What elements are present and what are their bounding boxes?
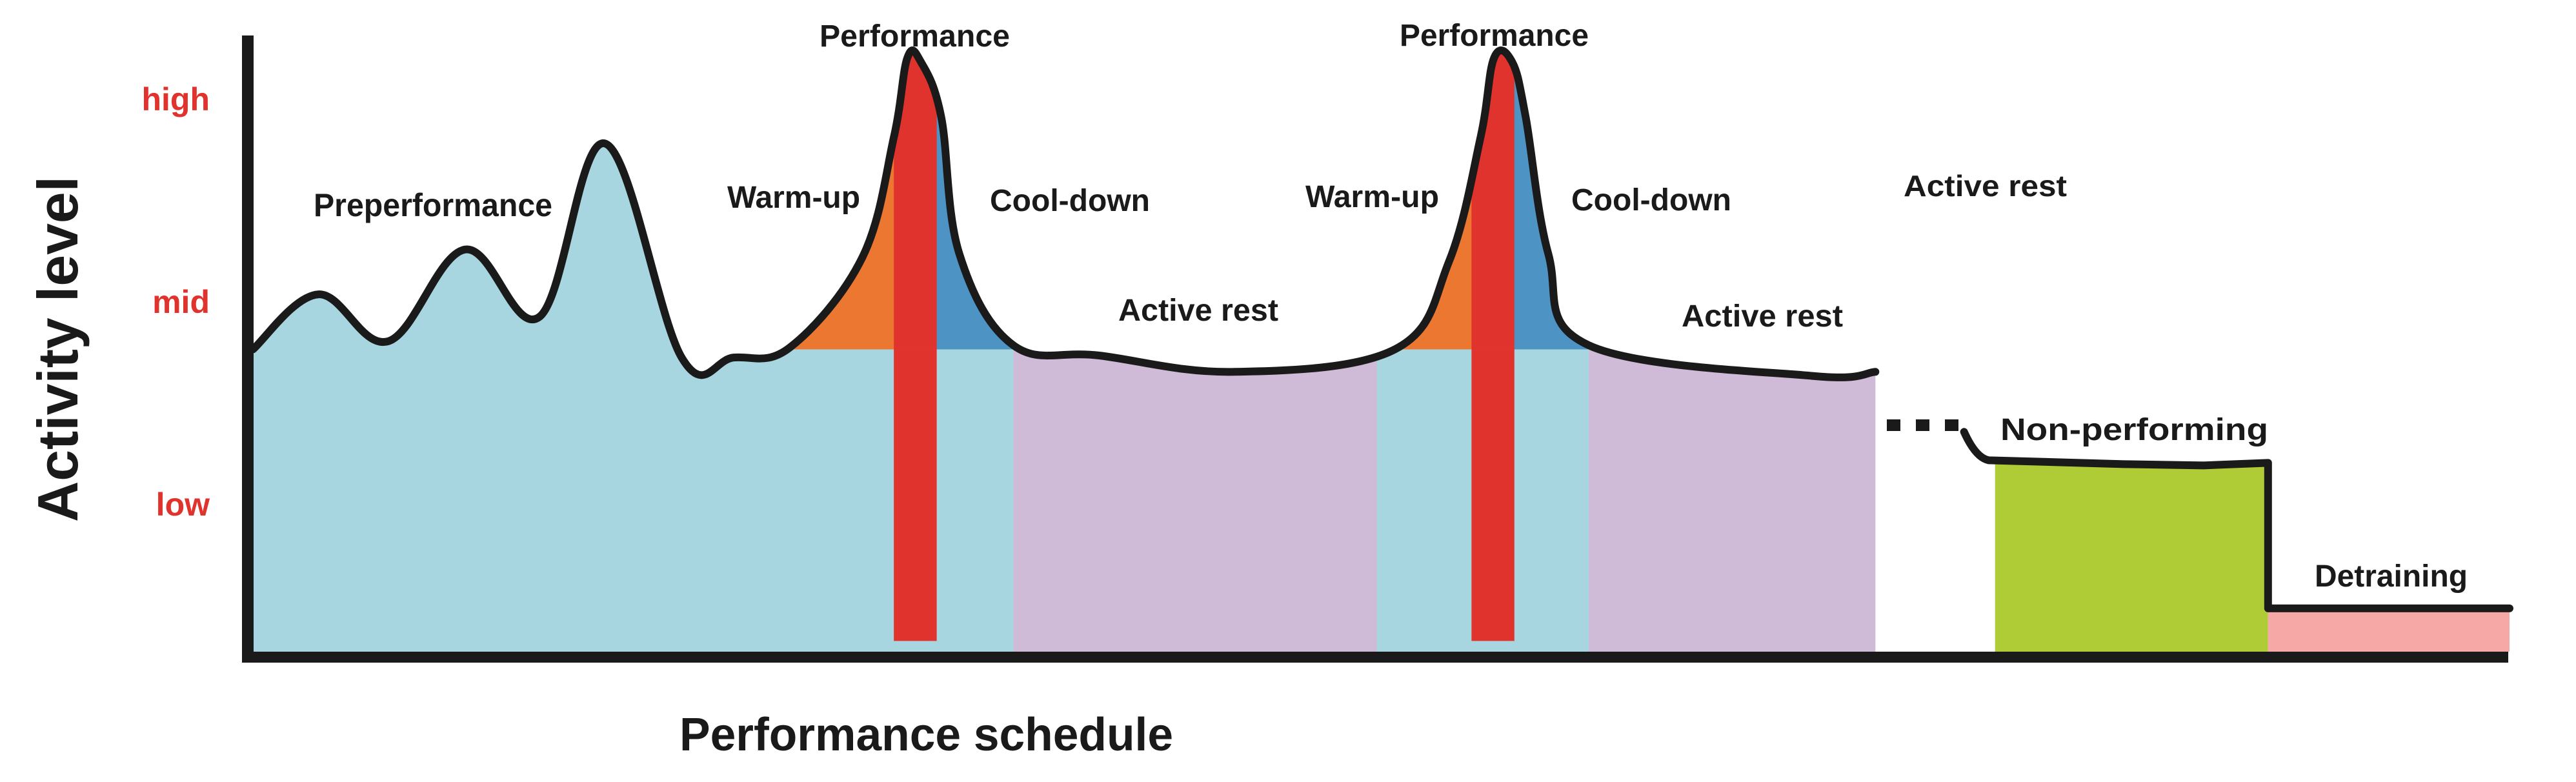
label-warmup-2: Warm-up bbox=[1305, 180, 1439, 214]
label-active-rest-3: Active rest bbox=[1904, 169, 2067, 203]
label-performance-2: Performance bbox=[1400, 19, 1589, 53]
x-axis-label: Performance schedule bbox=[679, 709, 1173, 761]
activity-curve-outline bbox=[249, 46, 1880, 381]
label-cooldown-1: Cool-down bbox=[990, 184, 1150, 218]
segment-fill-warmup-1-lower bbox=[792, 349, 894, 652]
segment-fill-non-performing bbox=[1995, 461, 2268, 652]
segment-fill-cooldown-1-lower bbox=[936, 349, 1014, 652]
y-axis-label: Activity level bbox=[26, 176, 90, 522]
label-cooldown-2: Cool-down bbox=[1571, 183, 1731, 217]
x-axis-line bbox=[242, 652, 2508, 663]
y-tick-low: low bbox=[156, 486, 210, 523]
y-tick-mid: mid bbox=[152, 284, 210, 320]
performance-bars bbox=[894, 349, 1514, 641]
label-warmup-1: Warm-up bbox=[727, 181, 860, 215]
curve-outlines bbox=[249, 46, 2513, 612]
label-performance-1: Performance bbox=[820, 19, 1010, 54]
ellipsis-marks bbox=[1887, 419, 1958, 431]
ellipsis-mark bbox=[1887, 419, 1900, 431]
step-outline bbox=[1960, 428, 2513, 612]
segment-fill-warmup-2-lower bbox=[1376, 349, 1472, 652]
clipped-fills bbox=[253, 50, 1876, 652]
ellipsis-mark bbox=[1916, 419, 1929, 431]
performance-bar-1 bbox=[894, 349, 937, 641]
label-detraining: Detraining bbox=[2315, 559, 2468, 594]
segment-fill-detraining bbox=[2268, 608, 2510, 652]
segment-fill-preperformance-lower bbox=[253, 349, 793, 652]
label-preperformance: Preperformance bbox=[314, 187, 552, 223]
label-active-rest-2: Active rest bbox=[1682, 299, 1843, 334]
performance-bar-2 bbox=[1471, 349, 1514, 641]
label-non-performing: Non-performing bbox=[2000, 413, 2268, 447]
segment-fills bbox=[253, 50, 2510, 652]
y-axis-line bbox=[242, 35, 254, 663]
ellipsis-mark bbox=[1945, 419, 1958, 431]
label-active-rest-1: Active rest bbox=[1118, 294, 1278, 328]
y-tick-high: high bbox=[141, 81, 210, 117]
segment-fill-cooldown-2-lower bbox=[1514, 349, 1589, 652]
